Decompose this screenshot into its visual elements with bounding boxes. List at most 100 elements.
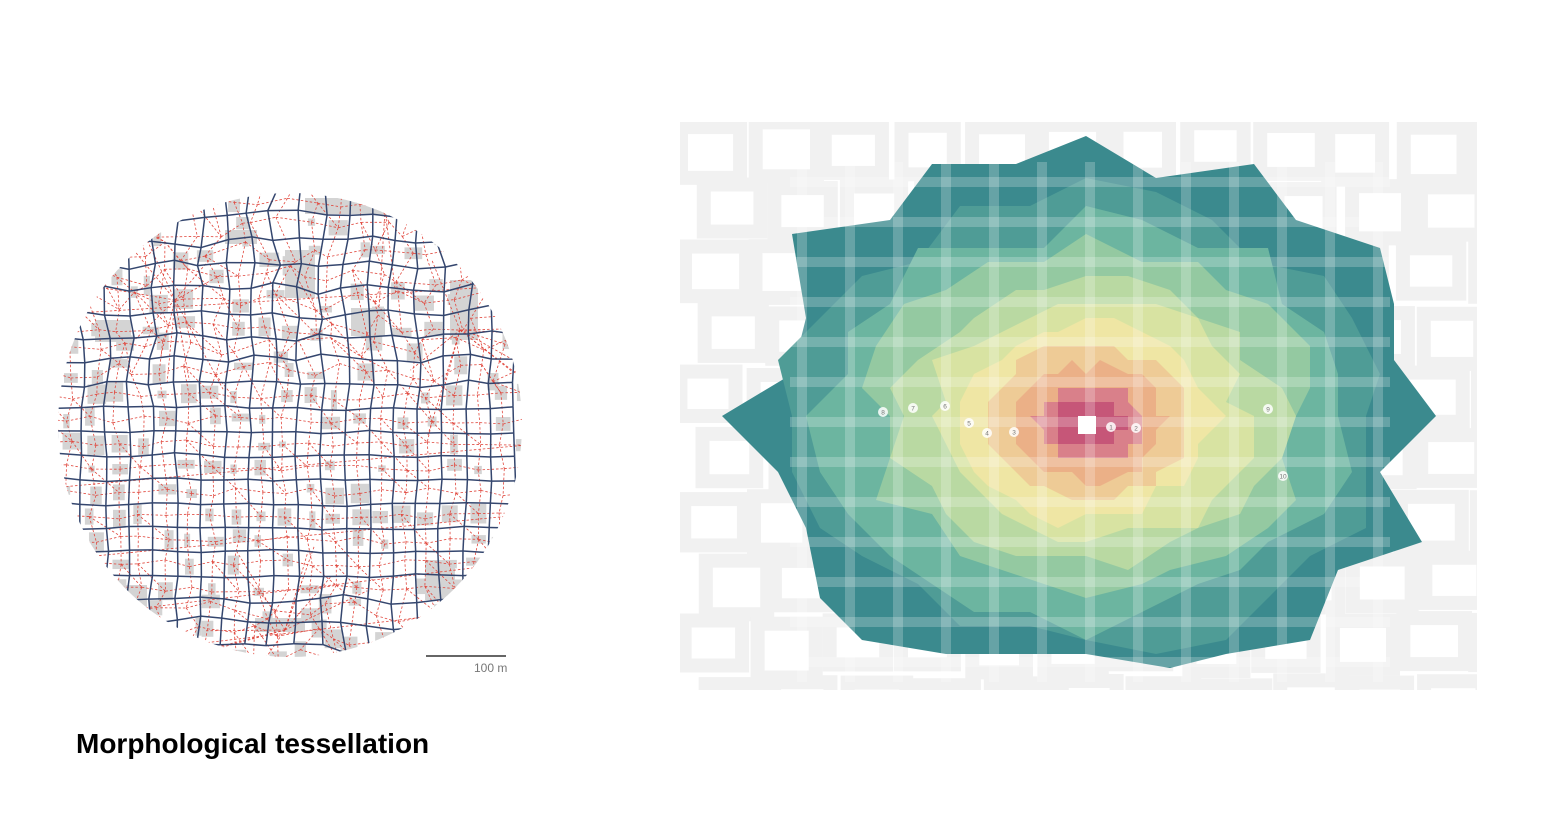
building — [517, 506, 522, 523]
cell-edge — [295, 407, 299, 432]
cell-edge — [412, 290, 416, 314]
cell-edge — [155, 193, 181, 196]
cell-edge — [368, 454, 371, 480]
link-line — [86, 221, 105, 254]
background-block — [1125, 676, 1202, 690]
street-band — [1133, 162, 1143, 682]
link-line — [498, 278, 508, 297]
link-line — [106, 220, 121, 258]
link-line — [66, 464, 92, 470]
cell-edge — [127, 211, 132, 242]
cell-edge — [483, 645, 515, 651]
cell-edge — [253, 354, 278, 359]
cell-edge — [106, 193, 111, 209]
cell-edge — [462, 550, 489, 554]
link-line — [317, 202, 339, 229]
cell-edge — [392, 432, 395, 457]
building — [209, 269, 224, 284]
link-line — [167, 418, 189, 424]
cell-edge — [462, 575, 465, 599]
link-line — [479, 237, 483, 251]
cell-edge — [55, 502, 56, 529]
cell-edge — [435, 215, 439, 242]
cell-edge — [394, 217, 398, 241]
link-line — [358, 565, 380, 568]
street-band — [1181, 162, 1191, 682]
cell-edge — [297, 193, 301, 211]
link-line — [499, 512, 522, 515]
cell-edge — [174, 576, 179, 599]
link-line — [304, 276, 327, 282]
link-line — [385, 658, 413, 660]
background-block — [1345, 675, 1415, 690]
cell-edge — [200, 615, 222, 619]
link-line — [233, 560, 261, 566]
cell-edge — [345, 383, 351, 411]
link-line — [233, 625, 255, 633]
cell-edge — [298, 549, 323, 554]
cell-edge — [272, 479, 297, 482]
link-line — [260, 362, 271, 399]
link-line — [411, 640, 415, 657]
link-line — [433, 328, 463, 331]
link-line — [335, 536, 359, 542]
cell-edge — [512, 307, 519, 335]
cell-edge — [319, 478, 324, 506]
building — [101, 248, 113, 267]
cell-edge — [81, 405, 104, 409]
link-line — [357, 517, 362, 538]
cell-edge — [415, 241, 437, 244]
link-line — [507, 315, 522, 331]
link-line — [395, 281, 425, 304]
link-line — [138, 639, 147, 657]
tessellation-diagram — [55, 193, 522, 660]
cell-edge — [247, 577, 251, 604]
cell-edge — [148, 597, 175, 600]
cell-edge — [83, 337, 111, 341]
link-line — [414, 633, 422, 641]
cell-edge — [445, 260, 473, 268]
link-line — [58, 487, 69, 516]
link-line — [326, 256, 328, 281]
link-line — [358, 371, 367, 400]
cell-edge — [249, 314, 253, 337]
link-line — [213, 487, 236, 497]
link-line — [155, 607, 170, 638]
link-line — [309, 584, 337, 590]
cell-edge — [365, 625, 372, 655]
cell-edge — [295, 597, 321, 602]
link-line — [58, 393, 73, 400]
link-line — [70, 585, 91, 592]
cell-edge — [276, 381, 301, 385]
link-line — [119, 194, 127, 221]
cell-edge — [104, 237, 129, 242]
cell-edge — [511, 527, 514, 553]
cell-edge — [173, 244, 176, 261]
cell-edge — [173, 332, 178, 356]
cell-edge — [462, 218, 488, 223]
cell-edge — [200, 217, 206, 248]
cell-edge — [58, 645, 80, 653]
cell-edge — [108, 549, 130, 553]
background-block — [1396, 122, 1471, 189]
cell-edge — [417, 454, 442, 459]
cell-edge — [466, 455, 469, 480]
link-line — [300, 193, 319, 204]
link-line — [330, 337, 362, 357]
step-marker-label: 1 — [1109, 425, 1113, 432]
link-line — [384, 193, 418, 211]
cell-edge — [317, 294, 324, 320]
cell-edge — [267, 193, 277, 211]
link-line — [384, 209, 441, 227]
link-line — [198, 626, 208, 630]
link-line — [232, 565, 240, 592]
cell-edge — [272, 282, 297, 288]
cell-edge — [58, 627, 59, 647]
cell-edge — [369, 478, 395, 482]
cell-edge — [272, 455, 296, 459]
link-line — [520, 362, 522, 393]
link-line — [354, 587, 358, 603]
link-line — [269, 362, 288, 397]
link-line — [139, 229, 158, 238]
link-line — [78, 267, 97, 270]
